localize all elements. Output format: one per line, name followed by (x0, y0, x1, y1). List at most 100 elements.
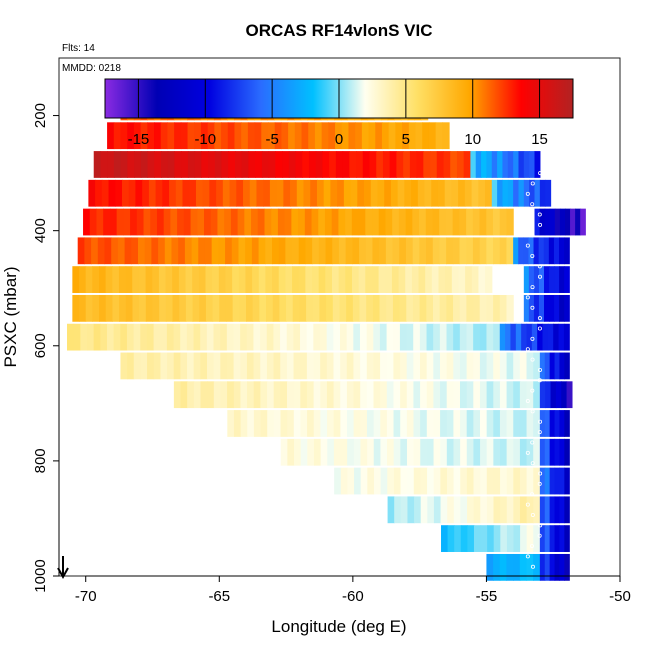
heatmap-cell (222, 179, 231, 207)
heatmap-cell (206, 323, 215, 351)
heatmap-cell (453, 323, 461, 351)
heatmap-cell (445, 208, 454, 236)
heatmap-cell (279, 294, 287, 322)
heatmap-cell (366, 294, 374, 322)
heatmap-cell (366, 352, 375, 380)
heatmap-cell (400, 496, 409, 524)
heatmap-cell (351, 266, 360, 293)
heatmap-cell (425, 266, 433, 293)
colorbar-tick-label: 5 (402, 131, 410, 148)
heatmap-cell (392, 208, 400, 236)
heatmap-cell (204, 208, 212, 236)
heatmap-cell (440, 381, 448, 409)
heatmap-cell (338, 208, 346, 236)
heatmap-cell (311, 208, 319, 236)
heatmap-cell (515, 323, 522, 351)
heatmap-cell (473, 410, 481, 437)
heatmap-cell (140, 151, 149, 178)
heatmap-cell (398, 208, 407, 236)
heatmap-cell (218, 266, 227, 293)
heatmap-cell (243, 179, 251, 207)
heatmap-cell (127, 122, 135, 150)
heatmap-cell (554, 525, 561, 552)
heatmap-cell (453, 467, 461, 495)
heatmap-cell (422, 122, 430, 150)
heatmap-cell (439, 294, 447, 322)
heatmap-cell (473, 294, 481, 322)
heatmap-cell (220, 323, 228, 351)
heatmap-cell (550, 381, 557, 409)
heatmap-cell (533, 237, 540, 265)
heatmap-cell (106, 323, 115, 351)
heatmap-cell (319, 294, 327, 322)
heatmap-cell (241, 151, 250, 178)
heatmap-cell (520, 525, 528, 552)
flight-marker (530, 202, 535, 207)
heatmap-cell (345, 266, 353, 293)
heatmap-cell (526, 381, 534, 409)
heatmap-cell (346, 352, 355, 380)
heatmap-cell (493, 237, 501, 265)
heatmap-cell (280, 381, 288, 409)
heatmap-cell (386, 410, 395, 437)
heatmap-cell (519, 467, 528, 495)
heatmap-cell (313, 323, 321, 351)
heatmap-cell (335, 122, 343, 150)
heatmap-cell (258, 237, 266, 265)
heatmap-cell (113, 323, 121, 351)
heatmap-cell (151, 237, 159, 265)
heatmap-cell (458, 266, 466, 293)
heatmap-cell (486, 352, 494, 380)
heatmap-cell (140, 352, 148, 380)
heatmap-cell (444, 179, 453, 207)
x-tick-label: -55 (476, 588, 498, 605)
heatmap-cell (359, 294, 367, 322)
heatmap-cell (413, 467, 422, 495)
heatmap-cell (372, 237, 380, 265)
heatmap-cell (247, 381, 255, 409)
heatmap-cell (407, 496, 415, 524)
heatmap-cell (334, 467, 342, 495)
heatmap-cell (519, 496, 528, 524)
heatmap-cell (386, 294, 394, 322)
heatmap-cell (446, 410, 455, 437)
heatmap-cell (413, 410, 421, 437)
heatmap-cell (263, 179, 271, 207)
heatmap-cell (538, 294, 545, 322)
heatmap-cell (274, 122, 283, 150)
heatmap-cell (549, 525, 556, 552)
heatmap-cell (143, 208, 151, 236)
heatmap-cell (301, 122, 309, 150)
heatmap-cell (513, 179, 520, 207)
heatmap-cell (387, 496, 395, 524)
heatmap-cell (158, 266, 167, 293)
heatmap-cell (493, 438, 501, 466)
heatmap-cell (181, 151, 189, 178)
heatmap-cell (366, 381, 375, 409)
heatmap-cell (559, 352, 565, 380)
heatmap-cell (180, 323, 188, 351)
heatmap-cell (393, 438, 401, 466)
heatmap-cell (178, 237, 186, 265)
heatmap-cell (200, 323, 208, 351)
x-tick-label: -60 (342, 588, 364, 605)
heatmap-cell (177, 208, 185, 236)
heatmap-cell (555, 381, 562, 409)
flight-marker (525, 243, 530, 248)
heatmap-cell (239, 294, 247, 322)
heatmap-cell (433, 323, 441, 351)
heatmap-cell (439, 208, 447, 236)
heatmap-cell (332, 237, 340, 265)
heatmap-cell (125, 266, 133, 293)
heatmap-cell (406, 294, 414, 322)
heatmap-cell (298, 266, 306, 293)
heatmap-cell (220, 352, 228, 380)
heatmap-cell (492, 208, 501, 236)
heatmap-cell (473, 496, 481, 524)
heatmap-cell (185, 294, 194, 322)
heatmap-cell (564, 208, 571, 236)
heatmap-cell (480, 496, 488, 524)
heatmap-cell (286, 323, 294, 351)
heatmap-cell (182, 179, 190, 207)
heatmap-cell (426, 438, 435, 466)
